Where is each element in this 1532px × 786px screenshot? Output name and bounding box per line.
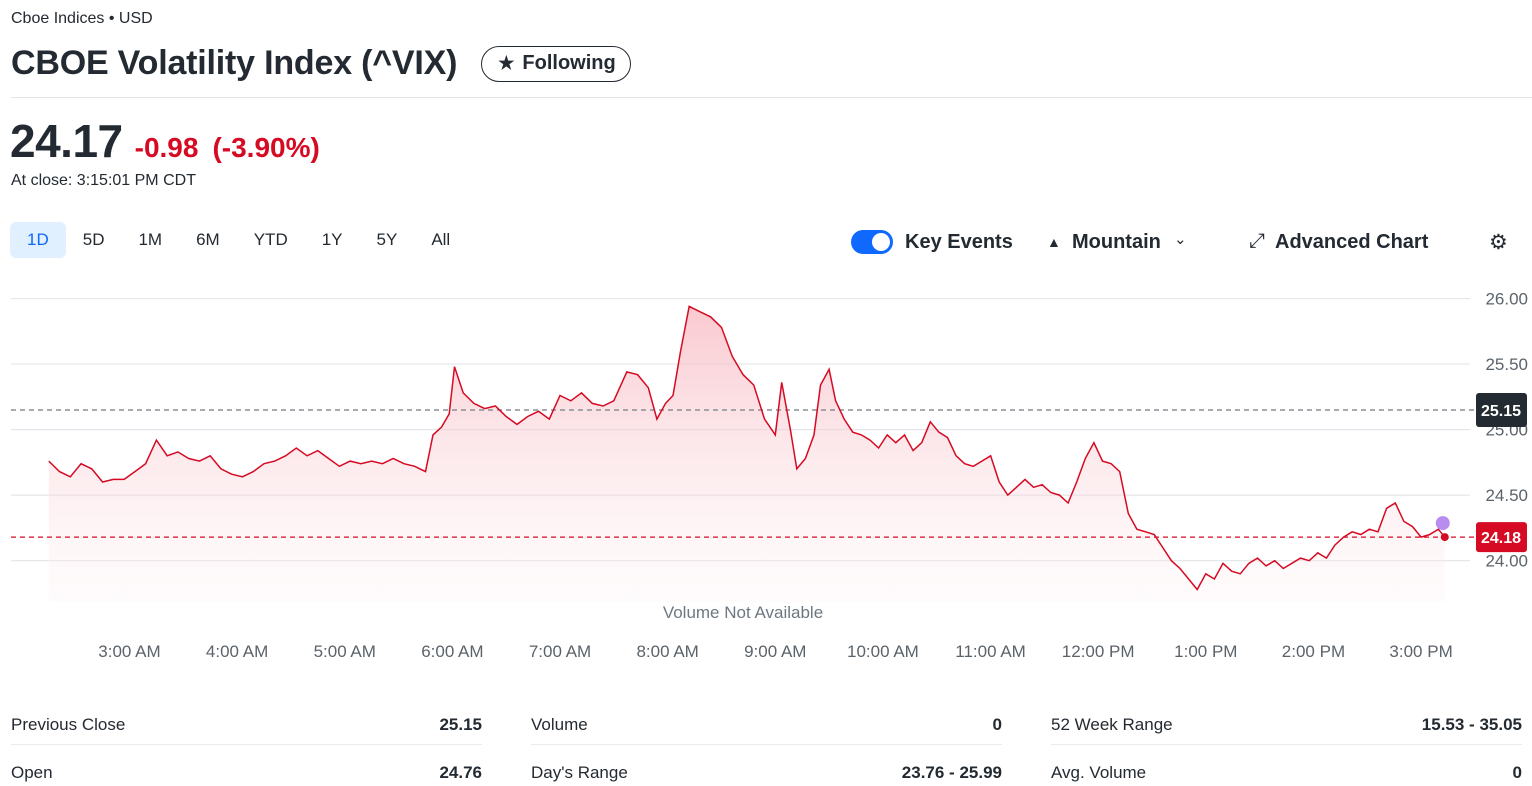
stat-value: 0 [1512, 762, 1522, 782]
x-axis: 3:00 AM 4:00 AM 5:00 AM 6:00 AM 7:00 AM 8:00 … [98, 642, 1452, 661]
range-all[interactable]: All [431, 230, 451, 249]
last-price-tag [1476, 522, 1527, 553]
expand-icon[interactable]: ⤢ [1249, 230, 1265, 252]
x-tick-label: 2:00 PM [1282, 642, 1345, 661]
x-tick-label: 6:00 AM [421, 642, 483, 661]
market-time: At close: 3:15:01 PM CDT [11, 172, 196, 189]
key-events-label[interactable]: Key Events [905, 231, 1013, 253]
stat-value: 25.15 [439, 714, 482, 734]
page-title: CBOE Volatility Index (^VIX) [11, 44, 458, 82]
range-1m[interactable]: 1M [138, 230, 163, 249]
following-label: Following [522, 52, 616, 74]
stat-volume: Volume 0 [531, 705, 1002, 745]
y-tick-label: 25.50 [1485, 355, 1528, 374]
volume-not-available: Volume Not Available [663, 603, 823, 622]
price-area [48, 306, 1445, 602]
stat-label: Day's Range [531, 762, 628, 782]
stat-52-week-range: 52 Week Range 15.53 - 35.05 [1051, 705, 1522, 745]
previous-close-tag-label: 25.15 [1481, 403, 1521, 420]
x-tick-label: 5:00 AM [314, 642, 376, 661]
quote-meta: Cboe Indices • USD [11, 10, 153, 27]
stat-value: 23.76 - 25.99 [901, 762, 1002, 782]
stat-value: 15.53 - 35.05 [1421, 714, 1522, 734]
stat-value: 24.76 [439, 762, 482, 782]
chart-type-select[interactable]: Mountain [1072, 231, 1161, 253]
range-selector: 1D 5D 1M 6M YTD 1Y 5Y All [10, 222, 467, 258]
price-line [48, 305, 1446, 591]
last-price-dot [1440, 533, 1449, 542]
x-tick-label: 7:00 AM [529, 642, 591, 661]
previous-close-tag [1476, 392, 1527, 427]
stat-open: Open 24.76 [11, 753, 482, 786]
range-1y[interactable]: 1Y [321, 230, 343, 249]
stat-label: Previous Close [11, 714, 126, 734]
stat-days-range: Day's Range 23.76 - 25.99 [531, 753, 1002, 786]
toggle-knob [872, 233, 890, 251]
x-tick-label: 12:00 PM [1062, 642, 1135, 661]
last-price-tag-label: 24.18 [1481, 530, 1521, 547]
stat-previous-close: Previous Close 25.15 [11, 705, 482, 745]
y-tick-label: 24.50 [1485, 486, 1528, 505]
range-6m[interactable]: 6M [196, 230, 220, 249]
stat-label: Open [11, 762, 53, 782]
chevron-down-icon[interactable]: ⌄ [1174, 231, 1187, 248]
price-row: 24.17 -0.98 (-3.90%) [10, 114, 320, 168]
mountain-icon: ▲ [1047, 234, 1061, 250]
price-change-percent: (-3.90%) [212, 132, 320, 163]
y-tick-label: 26.00 [1485, 290, 1528, 309]
following-button[interactable]: ★ Following [481, 45, 631, 82]
stat-avg-volume: Avg. Volume 0 [1051, 753, 1522, 786]
y-tick-label: 24.00 [1485, 552, 1528, 571]
chart-toolbar: Key Events ▲ Mountain ⌄ ⤢ Advanced Chart… [0, 226, 1532, 258]
x-tick-label: 3:00 PM [1389, 642, 1452, 661]
x-tick-label: 11:00 AM [955, 642, 1026, 661]
x-tick-label: 9:00 AM [744, 642, 806, 661]
range-1d[interactable]: 1D [10, 222, 66, 258]
x-tick-label: 3:00 AM [98, 642, 160, 661]
range-5y[interactable]: 5Y [376, 230, 398, 249]
gear-icon[interactable]: ⚙ [1489, 231, 1508, 254]
title-row: CBOE Volatility Index (^VIX) ★ Following [11, 44, 631, 83]
star-icon: ★ [498, 53, 515, 73]
key-event-marker[interactable] [1435, 516, 1450, 531]
x-tick-label: 1:00 PM [1174, 642, 1237, 661]
x-tick-label: 8:00 AM [636, 642, 698, 661]
stat-label: Avg. Volume [1051, 762, 1147, 782]
stat-value: 0 [992, 714, 1002, 734]
advanced-chart-button[interactable]: Advanced Chart [1275, 231, 1429, 253]
range-ytd[interactable]: YTD [253, 230, 288, 249]
x-tick-label: 10:00 AM [847, 642, 919, 661]
range-5d[interactable]: 5D [82, 230, 105, 249]
x-tick-label: 4:00 AM [206, 642, 268, 661]
key-events-toggle[interactable] [851, 230, 893, 254]
header-divider [11, 97, 1532, 98]
current-price: 24.17 [10, 115, 123, 167]
stat-label: Volume [531, 714, 588, 734]
price-change: -0.98 [134, 132, 199, 163]
stat-label: 52 Week Range [1051, 714, 1173, 734]
